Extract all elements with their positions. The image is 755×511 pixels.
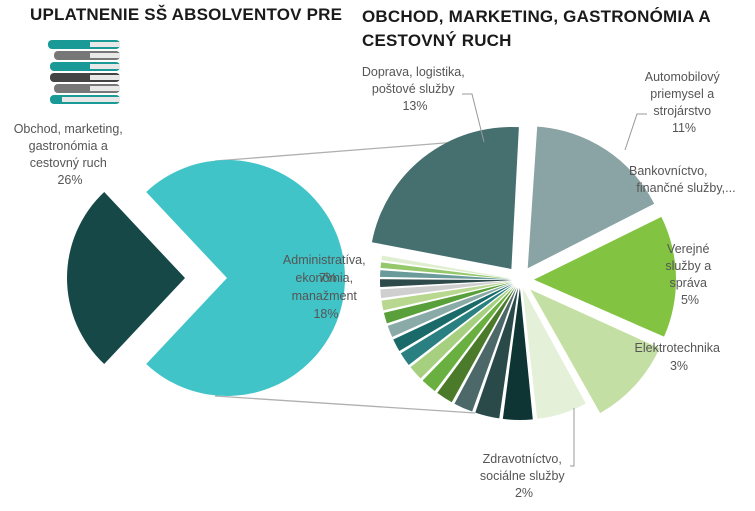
pie-slice-unlabeled-13 xyxy=(383,282,513,324)
pie-slice-automobilov-priemysel-a-stroj-rstvo xyxy=(533,216,676,337)
label-verejne: Verejné služby a správa 5% xyxy=(665,242,714,307)
pie-slice-doprava-logistika-po-tov-slu-by xyxy=(527,126,655,269)
pie-slice-bankovn-ctvo-finan-n-slu-by xyxy=(530,289,660,414)
label-doprava: Doprava, logistika, poštové služby 13% xyxy=(362,65,468,113)
leader-line-doprava xyxy=(462,93,485,143)
chart-title-right: OBCHOD, MARKETING, GASTRONÓMIA A CESTOVN… xyxy=(362,5,711,53)
label-administrativa: Administratíva, ekonómia, manažment 18% xyxy=(283,253,369,321)
chart-title-left: UPLATNENIE SŠ ABSOLVENTOV PRE xyxy=(30,5,343,24)
pie-slice-administrat-va-ekon-mia-mana-ment xyxy=(371,126,519,269)
connector-line-top xyxy=(214,140,471,162)
pie-slice-unlabeled-5 xyxy=(475,287,519,419)
pie-slice-obchod-marketing xyxy=(67,191,185,365)
leader-line-zdravotnictvo xyxy=(570,408,575,467)
pie-slice-unlabeled-7 xyxy=(437,286,516,403)
pie-slice-unlabeled-16 xyxy=(380,279,513,287)
label-overlap-7pct: 7% xyxy=(319,271,337,285)
connector-line-bottom xyxy=(214,395,476,414)
pie-slice-unlabeled-8 xyxy=(422,286,515,392)
label-obchod: Obchod, marketing, gastronómia a cestovn… xyxy=(14,122,127,187)
books-stack-icon xyxy=(48,40,120,104)
pie-slice-unlabeled-15 xyxy=(380,280,513,299)
label-bankovnictvo: Bankovníctvo, finančné služby,... xyxy=(629,164,736,195)
pie-slice-unlabeled-17 xyxy=(380,270,513,280)
pie-slice-unlabeled-12 xyxy=(387,282,513,337)
chart-title-right-line1: OBCHOD, MARKETING, GASTRONÓMIA A xyxy=(362,7,711,26)
pie-slice-unlabeled-18 xyxy=(380,262,513,280)
pie-slice-other xyxy=(146,159,345,396)
label-elektrotechnika: Elektrotechnika 3% xyxy=(635,341,724,373)
pie-slice-unlabeled-11 xyxy=(393,283,513,351)
pie-slice-zdravotn-ctvo-soci-lne-slu-by xyxy=(454,287,517,412)
chart-title-right-line2: CESTOVNÝ RUCH xyxy=(362,31,512,50)
pie-slice-unlabeled-10 xyxy=(400,284,514,365)
label-zdravotnictvo: Zdravotníctvo, sociálne služby 2% xyxy=(480,452,568,500)
leader-line-auto xyxy=(624,113,647,151)
left-pie xyxy=(67,159,345,396)
pie-slice-verejn-slu-by-a-spr-va xyxy=(522,287,586,419)
label-automobilovy: Automobilový priemysel a strojárstvo 11% xyxy=(645,70,724,135)
pie-slice-unlabeled-9 xyxy=(410,285,515,379)
right-pie xyxy=(371,126,676,420)
pie-slice-unlabeled-14 xyxy=(381,281,513,311)
pie-slice-elektrotechnika xyxy=(502,287,533,420)
pie-slice-unlabeled-19 xyxy=(381,255,513,279)
